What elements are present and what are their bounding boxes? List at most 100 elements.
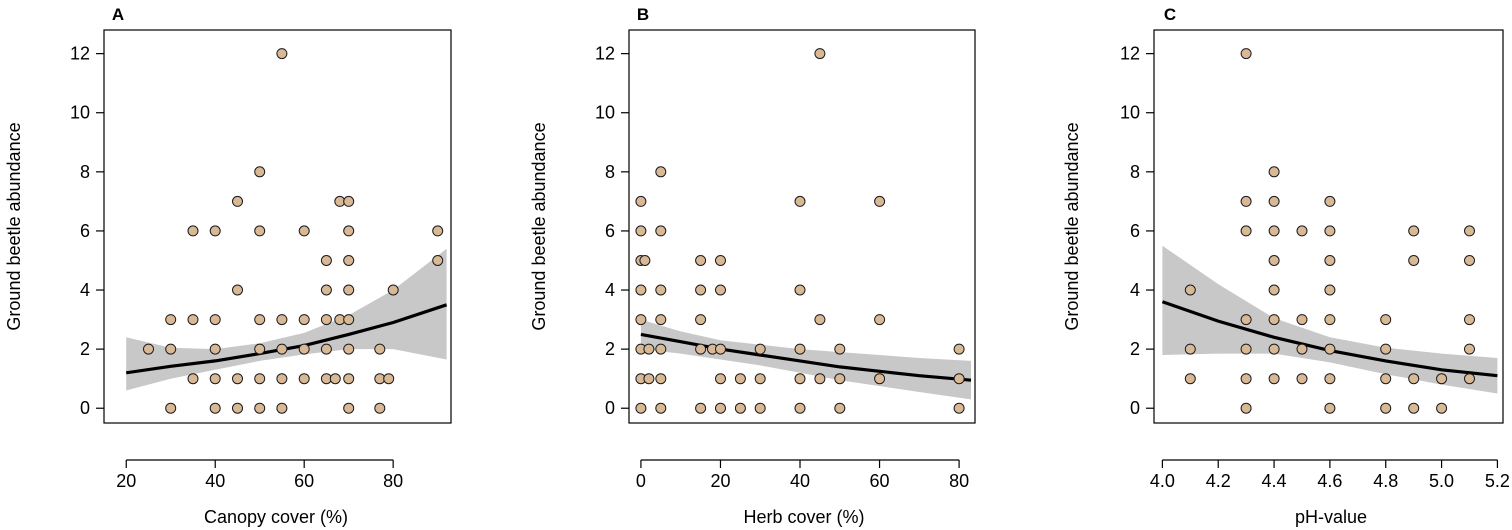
data-point [1464,255,1475,266]
data-point [874,195,886,207]
data-point [276,402,288,414]
panel-letter: A [112,5,124,24]
data-point [643,343,655,355]
y-tick-label: 6 [1130,221,1140,241]
data-point [343,284,355,296]
x-tick-label: 80 [949,471,969,491]
data-point [1268,195,1280,207]
data-point [1408,402,1420,414]
y-tick-label: 12 [70,44,90,64]
data-point [1268,284,1280,296]
data-point [343,343,355,355]
data-point [276,343,288,355]
data-point [1268,343,1280,355]
data-point [953,373,965,385]
confidence-band [1162,245,1498,394]
data-point [655,225,667,237]
data-point [655,314,667,326]
data-point [276,314,288,326]
data-point [1184,373,1196,385]
data-point [635,225,647,237]
data-point [794,373,806,385]
data-point [298,314,310,326]
data-point [1380,343,1392,355]
data-point [1380,314,1392,326]
x-tick-label: 5.0 [1429,471,1454,491]
data-point [143,343,154,355]
y-tick-label: 2 [80,339,90,359]
data-point [276,373,288,385]
data-point [343,195,355,207]
data-point [432,225,444,237]
data-point [1296,314,1308,326]
data-point [1436,402,1448,414]
y-tick-label: 4 [1130,280,1140,300]
data-point [254,343,266,355]
data-point [635,402,647,414]
x-tick-label: 80 [383,471,403,491]
data-point [1324,195,1336,207]
data-point [695,343,707,355]
data-point [715,373,726,385]
y-tick-label: 6 [605,221,615,241]
data-point [1296,225,1308,237]
data-point [187,314,199,326]
data-point [754,373,766,385]
x-tick-label: 4.4 [1262,471,1287,491]
data-point [1464,373,1475,385]
data-point [1408,373,1420,385]
data-point [298,373,310,385]
data-point [343,314,355,326]
y-tick-label: 8 [605,162,615,182]
data-point [1296,373,1308,385]
data-point [635,314,647,326]
y-axis-title: Ground beetle abundance [1062,122,1082,330]
data-point [834,402,846,414]
data-point [715,343,726,355]
data-point [754,402,766,414]
data-point [695,314,707,326]
data-point [1268,225,1280,237]
x-tick-label: 20 [116,471,136,491]
y-tick-label: 0 [605,398,615,418]
x-tick-label: 4.8 [1373,471,1398,491]
x-tick-label: 5.2 [1485,471,1510,491]
data-point [343,402,355,414]
data-point [814,314,826,326]
y-tick-label: 2 [605,339,615,359]
y-tick-label: 2 [1130,339,1140,359]
data-point [298,343,310,355]
data-point [209,225,221,237]
data-point [254,402,266,414]
y-tick-label: 0 [80,398,90,418]
data-point [655,343,667,355]
data-point [165,402,177,414]
data-point [953,343,965,355]
x-tick-label: 60 [294,471,314,491]
data-point [1408,255,1420,266]
data-point [1464,225,1475,237]
data-point [1240,195,1252,207]
data-point [715,255,726,266]
data-point [734,402,746,414]
x-axis-title: pH-value [1295,507,1367,527]
data-point [232,402,243,414]
data-point [643,373,655,385]
data-point [209,402,221,414]
data-point [695,402,707,414]
data-point [254,373,266,385]
y-axis-title: Ground beetle abundance [4,122,24,330]
panel-letter: B [637,5,649,24]
data-point [635,284,647,296]
y-tick-label: 10 [595,103,615,123]
plot-frame [1153,29,1504,424]
data-point [343,225,355,237]
data-point [794,284,806,296]
data-point [329,373,341,385]
data-point [794,343,806,355]
data-point [794,402,806,414]
x-axis-title: Herb cover (%) [743,507,864,527]
data-point [1324,225,1336,237]
data-point [254,225,266,237]
